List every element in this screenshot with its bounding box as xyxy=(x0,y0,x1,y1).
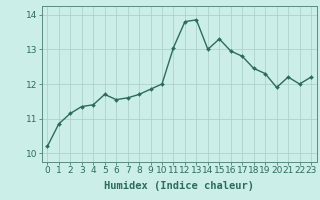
X-axis label: Humidex (Indice chaleur): Humidex (Indice chaleur) xyxy=(104,181,254,191)
